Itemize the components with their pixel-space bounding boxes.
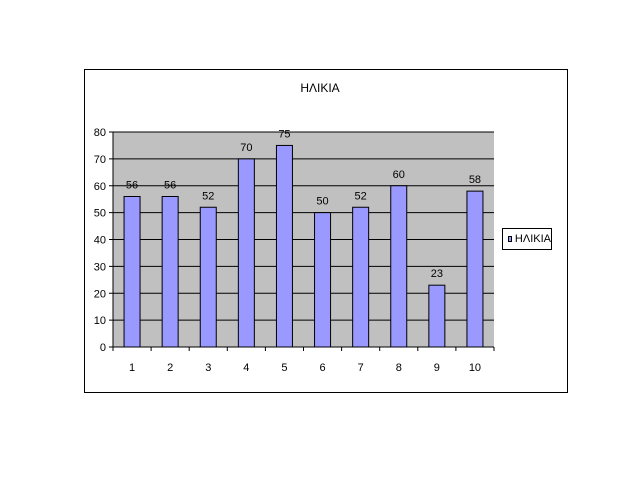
- data-label: 58: [469, 174, 481, 186]
- x-tick-label: 6: [319, 362, 325, 374]
- bar: [390, 185, 408, 348]
- y-tick-label: 10: [94, 315, 106, 327]
- bar: [275, 144, 293, 348]
- x-tick-label: 8: [396, 362, 402, 374]
- data-label: 56: [126, 180, 138, 192]
- bar: [237, 158, 255, 348]
- bar: [314, 212, 332, 348]
- x-tick-label: 3: [205, 362, 211, 374]
- data-label: 50: [316, 196, 328, 208]
- bar: [199, 206, 217, 348]
- y-tick-label: 70: [94, 154, 106, 166]
- x-tick-label: 10: [469, 362, 481, 374]
- x-tick-label: 7: [358, 362, 364, 374]
- x-tick-label: 9: [434, 362, 440, 374]
- data-label: 56: [164, 180, 176, 192]
- chart-title: ΗΛΙΚΙΑ: [300, 81, 339, 95]
- y-tick-label: 20: [94, 288, 106, 300]
- data-label: 75: [278, 128, 290, 140]
- data-label: 52: [202, 190, 214, 202]
- legend-swatch: [508, 236, 512, 242]
- y-tick-label: 80: [94, 127, 106, 139]
- data-label: 60: [393, 169, 405, 181]
- x-tick-label: 2: [167, 362, 173, 374]
- data-label: 70: [240, 142, 252, 154]
- bar: [161, 196, 179, 348]
- data-label: 23: [431, 268, 443, 280]
- y-tick-label: 30: [94, 261, 106, 273]
- legend: ΗΛΙΚΙΑ: [502, 228, 552, 250]
- legend-label: ΗΛΙΚΙΑ: [514, 233, 551, 245]
- x-tick-label: 5: [281, 362, 287, 374]
- bar: [428, 284, 446, 348]
- y-tick-label: 50: [94, 208, 106, 220]
- y-tick-label: 60: [94, 181, 106, 193]
- bar: [352, 206, 370, 348]
- y-tick-label: 40: [94, 235, 106, 247]
- bar: [466, 190, 484, 348]
- y-tick-label: 0: [100, 342, 106, 354]
- x-tick-label: 4: [243, 362, 249, 374]
- x-tick-label: 1: [129, 362, 135, 374]
- bar: [123, 196, 141, 348]
- data-label: 52: [355, 190, 367, 202]
- data-labels: 56 56 52 70 75 50 52 60 23 58: [126, 128, 481, 280]
